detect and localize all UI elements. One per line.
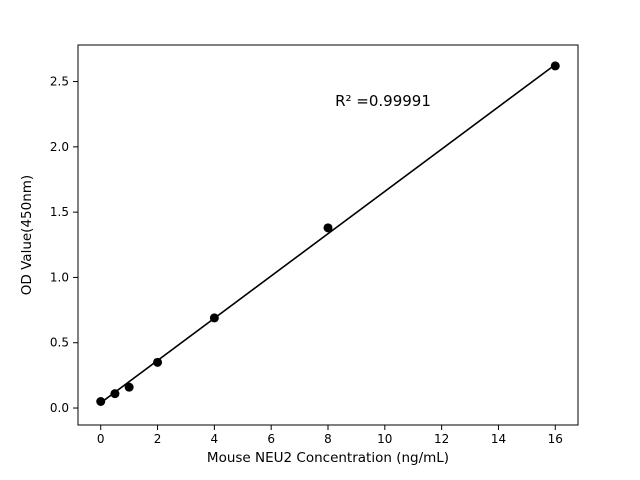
data-point bbox=[96, 396, 106, 406]
data-point bbox=[153, 357, 163, 367]
plot-area: 0 2 4 6 8 10 12 14 16 0.0 0.5 1.0 1.5 2.0 2.5 bbox=[50, 44, 579, 446]
y-tick-label: 2.5 bbox=[50, 75, 69, 89]
x-tick-label: 8 bbox=[324, 432, 332, 446]
x-tick-label: 16 bbox=[548, 432, 563, 446]
y-tick-label: 1.0 bbox=[50, 270, 69, 284]
x-axis-label: Mouse NEU2 Concentration (ng/mL) bbox=[207, 450, 449, 466]
plot-border bbox=[77, 44, 579, 426]
y-tick-label: 0.0 bbox=[50, 401, 69, 415]
y-tick-label: 2.0 bbox=[50, 140, 69, 154]
r-squared-annotation: R² =0.99991 bbox=[335, 92, 431, 110]
fit-line bbox=[100, 63, 556, 404]
y-tick-label: 0.5 bbox=[50, 336, 69, 350]
x-tick-label: 14 bbox=[491, 432, 506, 446]
data-point bbox=[550, 61, 560, 71]
data-point bbox=[323, 223, 333, 233]
x-tick-label: 4 bbox=[211, 432, 219, 446]
data-point bbox=[209, 313, 219, 323]
data-point bbox=[110, 389, 120, 399]
x-tick-label: 6 bbox=[267, 432, 275, 446]
data-point bbox=[124, 382, 134, 392]
x-tick-label: 0 bbox=[97, 432, 105, 446]
x-tick-label: 10 bbox=[377, 432, 392, 446]
x-tick-label: 12 bbox=[434, 432, 449, 446]
x-tick-label: 2 bbox=[154, 432, 162, 446]
y-tick-label: 1.5 bbox=[50, 205, 69, 219]
y-axis-label: OD Value(450nm) bbox=[19, 175, 35, 295]
